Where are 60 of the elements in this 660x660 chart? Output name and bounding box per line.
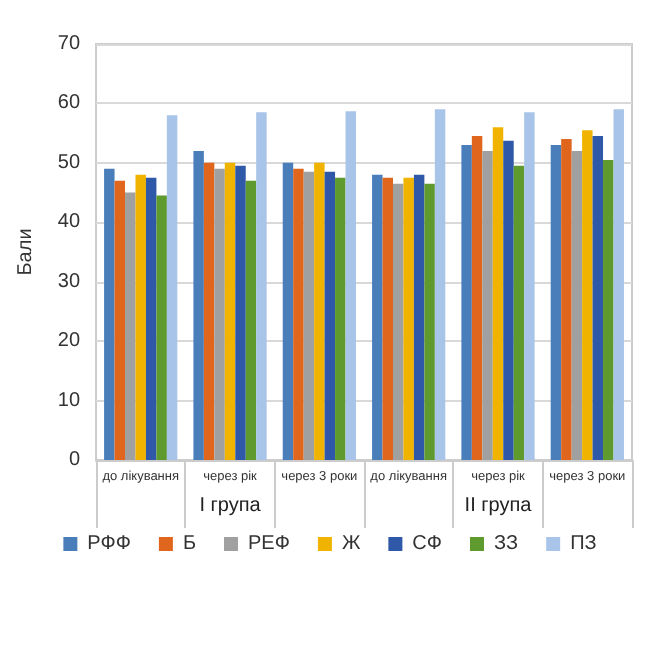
bar [114,180,126,460]
y-tick-label: 10 [57,389,81,412]
bar [125,192,136,460]
bar [245,180,257,460]
text: II група [464,495,533,517]
bar [503,140,514,460]
bar [434,109,446,460]
bar [156,195,167,460]
bar [335,177,346,460]
bar [214,168,225,460]
bar [524,112,535,460]
bar [303,171,315,460]
bar [492,127,504,460]
legend-label: Ж [341,533,362,555]
bar [561,139,572,460]
bar [424,183,435,460]
bar [282,162,294,460]
bar [193,150,204,460]
bar [513,165,525,460]
legend-label: ПЗ [570,533,597,555]
bar [372,174,383,460]
legend-label: Б [182,533,197,555]
bar [403,177,414,460]
legend-label: СФ [412,533,443,555]
bar [613,109,624,460]
bar [571,150,583,460]
bar [471,136,483,460]
legend-label: РЕФ [248,533,291,555]
y-tick-label: 0 [68,449,81,471]
bar [203,162,215,460]
bar [550,145,562,460]
bar [582,130,593,460]
bar [145,177,157,460]
bar [324,171,336,460]
bar [256,112,267,460]
bar [461,145,472,460]
text: I група [199,495,262,517]
y-tick-label: 30 [57,270,81,293]
bar [224,162,236,460]
y-tick-label: 50 [57,151,81,174]
y-tick-label: 40 [57,211,81,234]
legend-label: ЗЗ [494,533,519,555]
bar [592,136,604,460]
bar [382,177,393,460]
y-tick-label: 70 [57,33,81,55]
y-axis-title: Бали [15,228,37,276]
bar [603,159,614,460]
bar [293,168,304,460]
bar [314,162,325,460]
y-tick-label: 20 [57,330,81,353]
bar [413,174,425,460]
bar [482,150,493,460]
legend-label: РФФ [87,533,132,555]
bar [135,174,146,460]
bar [104,168,115,460]
bar [166,115,178,460]
bar [345,111,356,460]
bar [392,183,404,460]
bar [235,165,246,460]
y-tick-label: 60 [57,92,81,115]
